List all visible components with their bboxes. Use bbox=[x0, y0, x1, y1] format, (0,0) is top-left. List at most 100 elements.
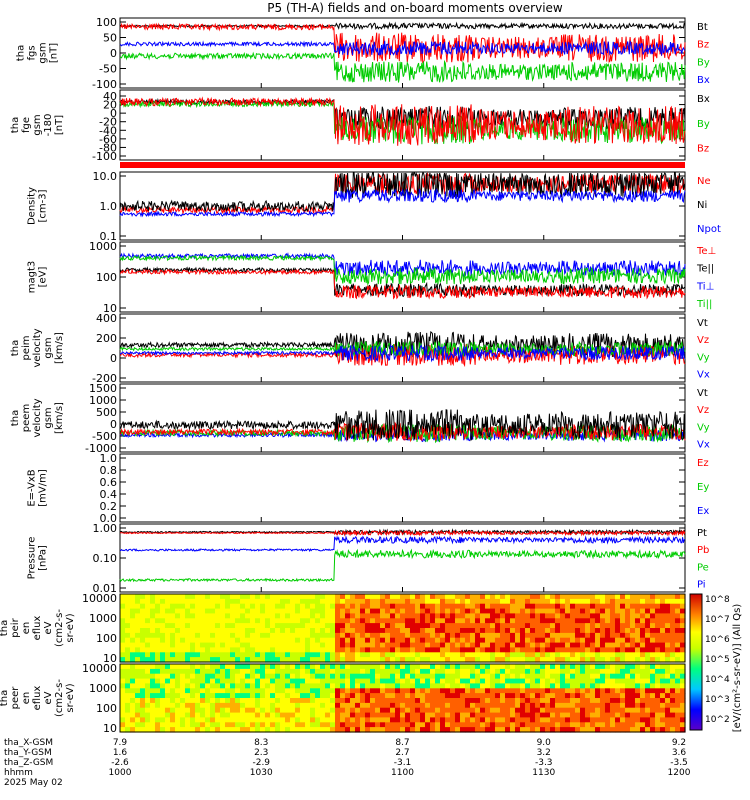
spectrogram-cell bbox=[465, 618, 471, 624]
spectrogram-cell bbox=[520, 608, 526, 615]
spectrogram-cell bbox=[360, 603, 366, 610]
spectrogram-cell bbox=[460, 664, 466, 670]
spectrogram-cell bbox=[505, 688, 511, 694]
spectrogram-cell bbox=[285, 722, 291, 728]
spectrogram-cell bbox=[385, 603, 391, 610]
spectrogram-cell bbox=[675, 657, 681, 663]
spectrogram-cell bbox=[460, 712, 466, 719]
spectrogram-cell bbox=[615, 603, 621, 610]
spectrogram-cell bbox=[320, 707, 326, 714]
spectrogram-cell bbox=[680, 698, 686, 704]
spectrogram-cell bbox=[435, 652, 441, 658]
spectrogram-cell bbox=[520, 652, 526, 658]
spectrogram-cell bbox=[380, 693, 386, 699]
spectrogram-cell bbox=[560, 678, 566, 685]
spectrogram-cell bbox=[670, 613, 676, 619]
spectrogram-cell bbox=[130, 598, 136, 605]
spectrogram-cell bbox=[290, 727, 296, 733]
spectrogram-cell bbox=[515, 693, 521, 699]
series-Ti-par bbox=[119, 254, 686, 286]
spectrogram-cell bbox=[200, 673, 206, 680]
spectrogram-cell bbox=[470, 688, 476, 694]
spectrogram-cell bbox=[275, 598, 281, 605]
spectrogram-cell bbox=[485, 603, 491, 610]
spectrogram-cell bbox=[285, 652, 291, 658]
spectrogram-cell bbox=[660, 637, 666, 644]
spectrogram-cell bbox=[270, 698, 276, 704]
spectrogram-cell bbox=[520, 642, 526, 649]
spectrogram-cell bbox=[420, 717, 426, 723]
spectrogram-cell bbox=[670, 722, 676, 728]
spectrogram-cell bbox=[485, 717, 491, 723]
ytick-label: -100 bbox=[92, 150, 117, 163]
spectrogram-cell bbox=[255, 688, 261, 694]
spectrogram-cell bbox=[630, 712, 636, 719]
spectrogram-cell bbox=[525, 673, 531, 680]
spectrogram-cell bbox=[295, 637, 301, 644]
spectrogram-cell bbox=[260, 712, 266, 719]
spectrogram-cell bbox=[420, 707, 426, 714]
spectrogram-cell bbox=[310, 688, 316, 694]
spectrogram-cell bbox=[210, 598, 216, 605]
spectrogram-cell bbox=[555, 678, 561, 685]
spectrogram-cell bbox=[335, 717, 341, 723]
spectrogram-cell bbox=[310, 642, 316, 649]
spectrogram-cell bbox=[480, 628, 486, 634]
spectrogram-cell bbox=[670, 664, 676, 670]
spectrogram-cell bbox=[520, 707, 526, 714]
spectrogram-cell bbox=[600, 632, 606, 639]
spectrogram-cell bbox=[360, 628, 366, 634]
spectrogram-cell bbox=[365, 712, 371, 719]
spectrogram-cell bbox=[195, 664, 201, 670]
spectrogram-cell bbox=[380, 632, 386, 639]
spectrogram-cell bbox=[145, 673, 151, 680]
spectrogram-cell bbox=[240, 693, 246, 699]
spectrogram-cell bbox=[245, 632, 251, 639]
spectrogram-cell bbox=[570, 623, 576, 629]
spectrogram-cell bbox=[160, 618, 166, 624]
spectrogram-cell bbox=[455, 673, 461, 680]
spectrogram-cell bbox=[405, 637, 411, 644]
spectrogram-cell bbox=[235, 678, 241, 685]
spectrogram-cell bbox=[275, 683, 281, 689]
spectrogram-cell bbox=[190, 668, 196, 675]
spectrogram-cell bbox=[125, 603, 131, 610]
spectrogram-cell bbox=[625, 623, 631, 629]
spectrogram-cell bbox=[425, 688, 431, 694]
spectrogram-cell bbox=[455, 594, 461, 600]
spectrogram-cell bbox=[480, 678, 486, 685]
spectrogram-cell bbox=[440, 628, 446, 634]
spectrogram-cell bbox=[525, 647, 531, 653]
spectrogram-cell bbox=[345, 647, 351, 653]
spectrogram-cell bbox=[390, 727, 396, 733]
spectrogram-cell bbox=[620, 623, 626, 629]
spectrogram-cell bbox=[280, 683, 286, 689]
spectrogram-cell bbox=[155, 623, 161, 629]
xaxis-tick-x: 9.0 bbox=[537, 738, 552, 748]
spectrogram-cell bbox=[245, 652, 251, 658]
spectrogram-cell bbox=[375, 698, 381, 704]
spectrogram-cell bbox=[185, 647, 191, 653]
spectrogram-cell bbox=[670, 717, 676, 723]
spectrogram-cell bbox=[170, 642, 176, 649]
spectrogram-cell bbox=[580, 702, 586, 709]
spectrogram-cell bbox=[275, 603, 281, 610]
spectrogram-cell bbox=[430, 657, 436, 663]
spectrogram-cell bbox=[335, 678, 341, 685]
spectrogram-cell bbox=[515, 598, 521, 605]
spectrogram-cell bbox=[305, 613, 311, 619]
spectrogram-cell bbox=[265, 657, 271, 663]
spectrogram-cell bbox=[670, 594, 676, 600]
spectrogram-cell bbox=[395, 657, 401, 663]
spectrogram-cell bbox=[280, 717, 286, 723]
spectrogram-cell bbox=[660, 712, 666, 719]
spectrogram-cell bbox=[565, 722, 571, 728]
spectrogram-cell bbox=[495, 603, 501, 610]
spectrogram-cell bbox=[380, 698, 386, 704]
spectrogram-cell bbox=[460, 693, 466, 699]
spectrogram-cell bbox=[365, 678, 371, 685]
xaxis-tick-t: 1130 bbox=[532, 768, 555, 778]
spectrogram-cell bbox=[460, 722, 466, 728]
spectrogram-cell bbox=[195, 678, 201, 685]
spectrogram-cell bbox=[140, 678, 146, 685]
